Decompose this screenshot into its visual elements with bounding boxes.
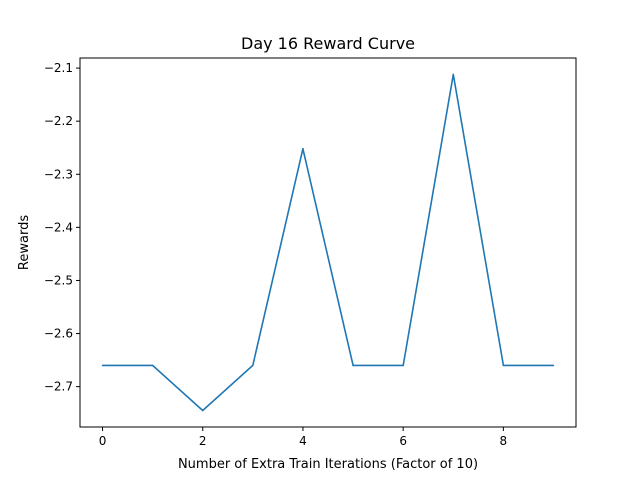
x-axis-ticks: 0 2 4 6 8 — [99, 427, 507, 448]
y-tick-label: −2.4 — [44, 220, 73, 234]
y-tick-label: −2.5 — [44, 273, 73, 287]
y-tick-label: −2.2 — [44, 114, 73, 128]
data-point — [502, 364, 505, 367]
data-point — [252, 364, 254, 367]
data-point — [402, 364, 404, 367]
y-tick-label: −2.6 — [44, 327, 73, 341]
data-point — [302, 147, 304, 150]
data-point — [101, 364, 104, 367]
y-axis-label: Rewards — [17, 215, 32, 270]
x-tick-label: 8 — [500, 434, 508, 448]
y-tick-label: −2.1 — [44, 61, 73, 75]
y-axis-ticks: −2.7 −2.6 −2.5 −2.4 −2.3 −2.2 −2.1 — [44, 61, 80, 394]
y-tick-label: −2.7 — [44, 380, 73, 394]
x-tick-label: 6 — [399, 434, 407, 448]
x-tick-label: 4 — [299, 434, 307, 448]
data-point — [151, 364, 154, 367]
x-tick-label: 0 — [99, 434, 107, 448]
data-point — [452, 73, 455, 76]
data-point — [552, 364, 555, 367]
data-point — [352, 364, 354, 367]
chart-title: Day 16 Reward Curve — [241, 34, 415, 53]
data-point — [201, 409, 204, 412]
plot-frame — [79, 57, 577, 428]
series-line — [102, 73, 554, 412]
series-group — [101, 73, 555, 412]
y-tick-label: −2.3 — [44, 167, 73, 181]
x-axis-label: Number of Extra Train Iterations (Factor… — [178, 457, 478, 472]
x-tick-label: 2 — [199, 434, 207, 448]
